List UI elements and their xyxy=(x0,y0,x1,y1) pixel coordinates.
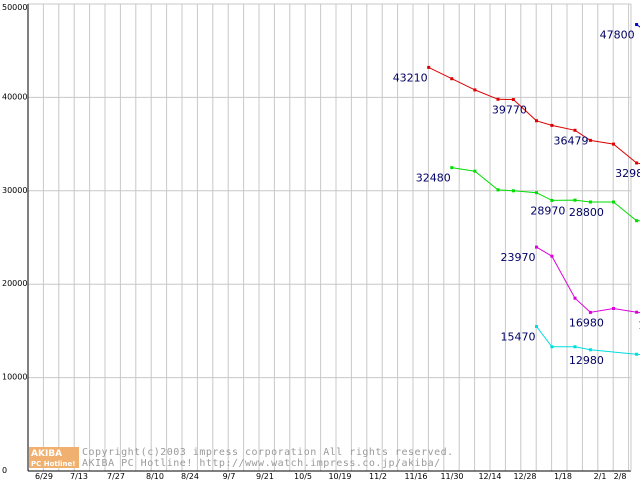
data-point-red xyxy=(497,98,500,101)
x-tick-label: 7/13 xyxy=(70,472,88,480)
data-point-cyan xyxy=(574,345,577,348)
data-label-cyan: 15470 xyxy=(501,331,536,344)
data-point-green xyxy=(574,199,577,202)
data-labels: 4780044200432103977036479329803079932480… xyxy=(393,29,640,377)
x-tick-label: 8/10 xyxy=(146,472,164,480)
x-tick-label: 2/1 xyxy=(594,472,607,480)
y-tick-label: 20000 xyxy=(2,279,27,288)
series-line-blue xyxy=(637,25,640,59)
data-label-red: 36479 xyxy=(554,134,589,147)
copyright-text: Copyright(c)2003 impress corporation All… xyxy=(82,447,454,458)
data-point-red xyxy=(535,119,538,122)
x-tick-label: 2/8 xyxy=(614,472,627,480)
data-point-green xyxy=(450,166,453,169)
data-point-cyan xyxy=(535,325,538,328)
logo-bottom-text: PC Hotline! xyxy=(31,460,75,468)
data-label-cyan: 12980 xyxy=(569,354,604,367)
data-point-green xyxy=(550,199,553,202)
logo-top-text: AKIBA xyxy=(31,449,62,459)
x-tick-label: 11/16 xyxy=(404,472,427,480)
data-label-green: 28800 xyxy=(569,206,604,219)
data-label-magenta: 23970 xyxy=(501,251,536,264)
data-point-magenta xyxy=(535,246,538,249)
data-point-cyan xyxy=(550,345,553,348)
x-tick-label: 11/30 xyxy=(440,472,463,480)
x-tick-label: 6/29 xyxy=(35,472,53,480)
data-point-green xyxy=(512,189,515,192)
data-point-cyan xyxy=(635,353,638,356)
data-point-green xyxy=(535,191,538,194)
x-tick-label: 11/2 xyxy=(369,472,387,480)
data-point-red xyxy=(612,143,615,146)
x-tick-label: 12/28 xyxy=(513,472,536,480)
series-line-red xyxy=(429,67,640,183)
data-point-magenta xyxy=(574,297,577,300)
data-point-magenta xyxy=(550,255,553,258)
data-point-green xyxy=(473,170,476,173)
x-tick-label: 7/27 xyxy=(107,472,125,480)
data-point-red xyxy=(427,66,430,69)
data-point-green xyxy=(497,188,500,191)
akiba-logo: AKIBA PC Hotline! xyxy=(29,447,79,468)
site-url-text: AKIBA PC Hotline! http://www.watch.impre… xyxy=(82,458,441,469)
data-point-magenta xyxy=(635,311,638,314)
data-label-green: 28970 xyxy=(530,204,565,217)
data-point-blue xyxy=(635,23,638,26)
data-label-blue: 47800 xyxy=(600,29,635,42)
x-tick-label: 12/14 xyxy=(478,472,501,480)
data-point-red xyxy=(589,139,592,142)
x-tick-label: 9/7 xyxy=(223,472,236,480)
data-point-green xyxy=(635,219,638,222)
data-label-red: 32980 xyxy=(615,167,640,180)
y-tick-label: 10000 xyxy=(2,373,27,382)
data-label-red: 39770 xyxy=(492,104,527,117)
y-tick-label: 30000 xyxy=(2,186,27,195)
data-point-red xyxy=(550,124,553,127)
data-point-magenta xyxy=(589,311,592,314)
data-label-magenta: 16980 xyxy=(569,316,604,329)
grid-lines xyxy=(28,4,631,471)
data-label-green: 32480 xyxy=(416,172,451,185)
data-point-red xyxy=(574,129,577,132)
data-point-red xyxy=(473,88,476,91)
y-tick-label: 50000 xyxy=(2,3,27,12)
series-line-green xyxy=(452,168,640,229)
data-point-magenta xyxy=(612,307,615,310)
watermark: AKIBA PC Hotline! Copyright(c)2003 impre… xyxy=(29,447,454,469)
y-tick-label: 40000 xyxy=(2,92,27,101)
x-tick-label: 10/19 xyxy=(328,472,351,480)
x-tick-label: 1/18 xyxy=(554,472,572,480)
data-point-green xyxy=(589,201,592,204)
x-tick-label: 10/5 xyxy=(294,472,312,480)
data-point-red xyxy=(450,77,453,80)
data-point-red xyxy=(512,98,515,101)
data-point-red xyxy=(635,161,638,164)
x-tick-label: 8/24 xyxy=(181,472,199,480)
data-point-green xyxy=(612,201,615,204)
x-tick-label: 9/21 xyxy=(256,472,274,480)
y-tick-label: 0 xyxy=(2,466,7,475)
data-label-red: 43210 xyxy=(393,71,428,84)
data-point-cyan xyxy=(589,348,592,351)
